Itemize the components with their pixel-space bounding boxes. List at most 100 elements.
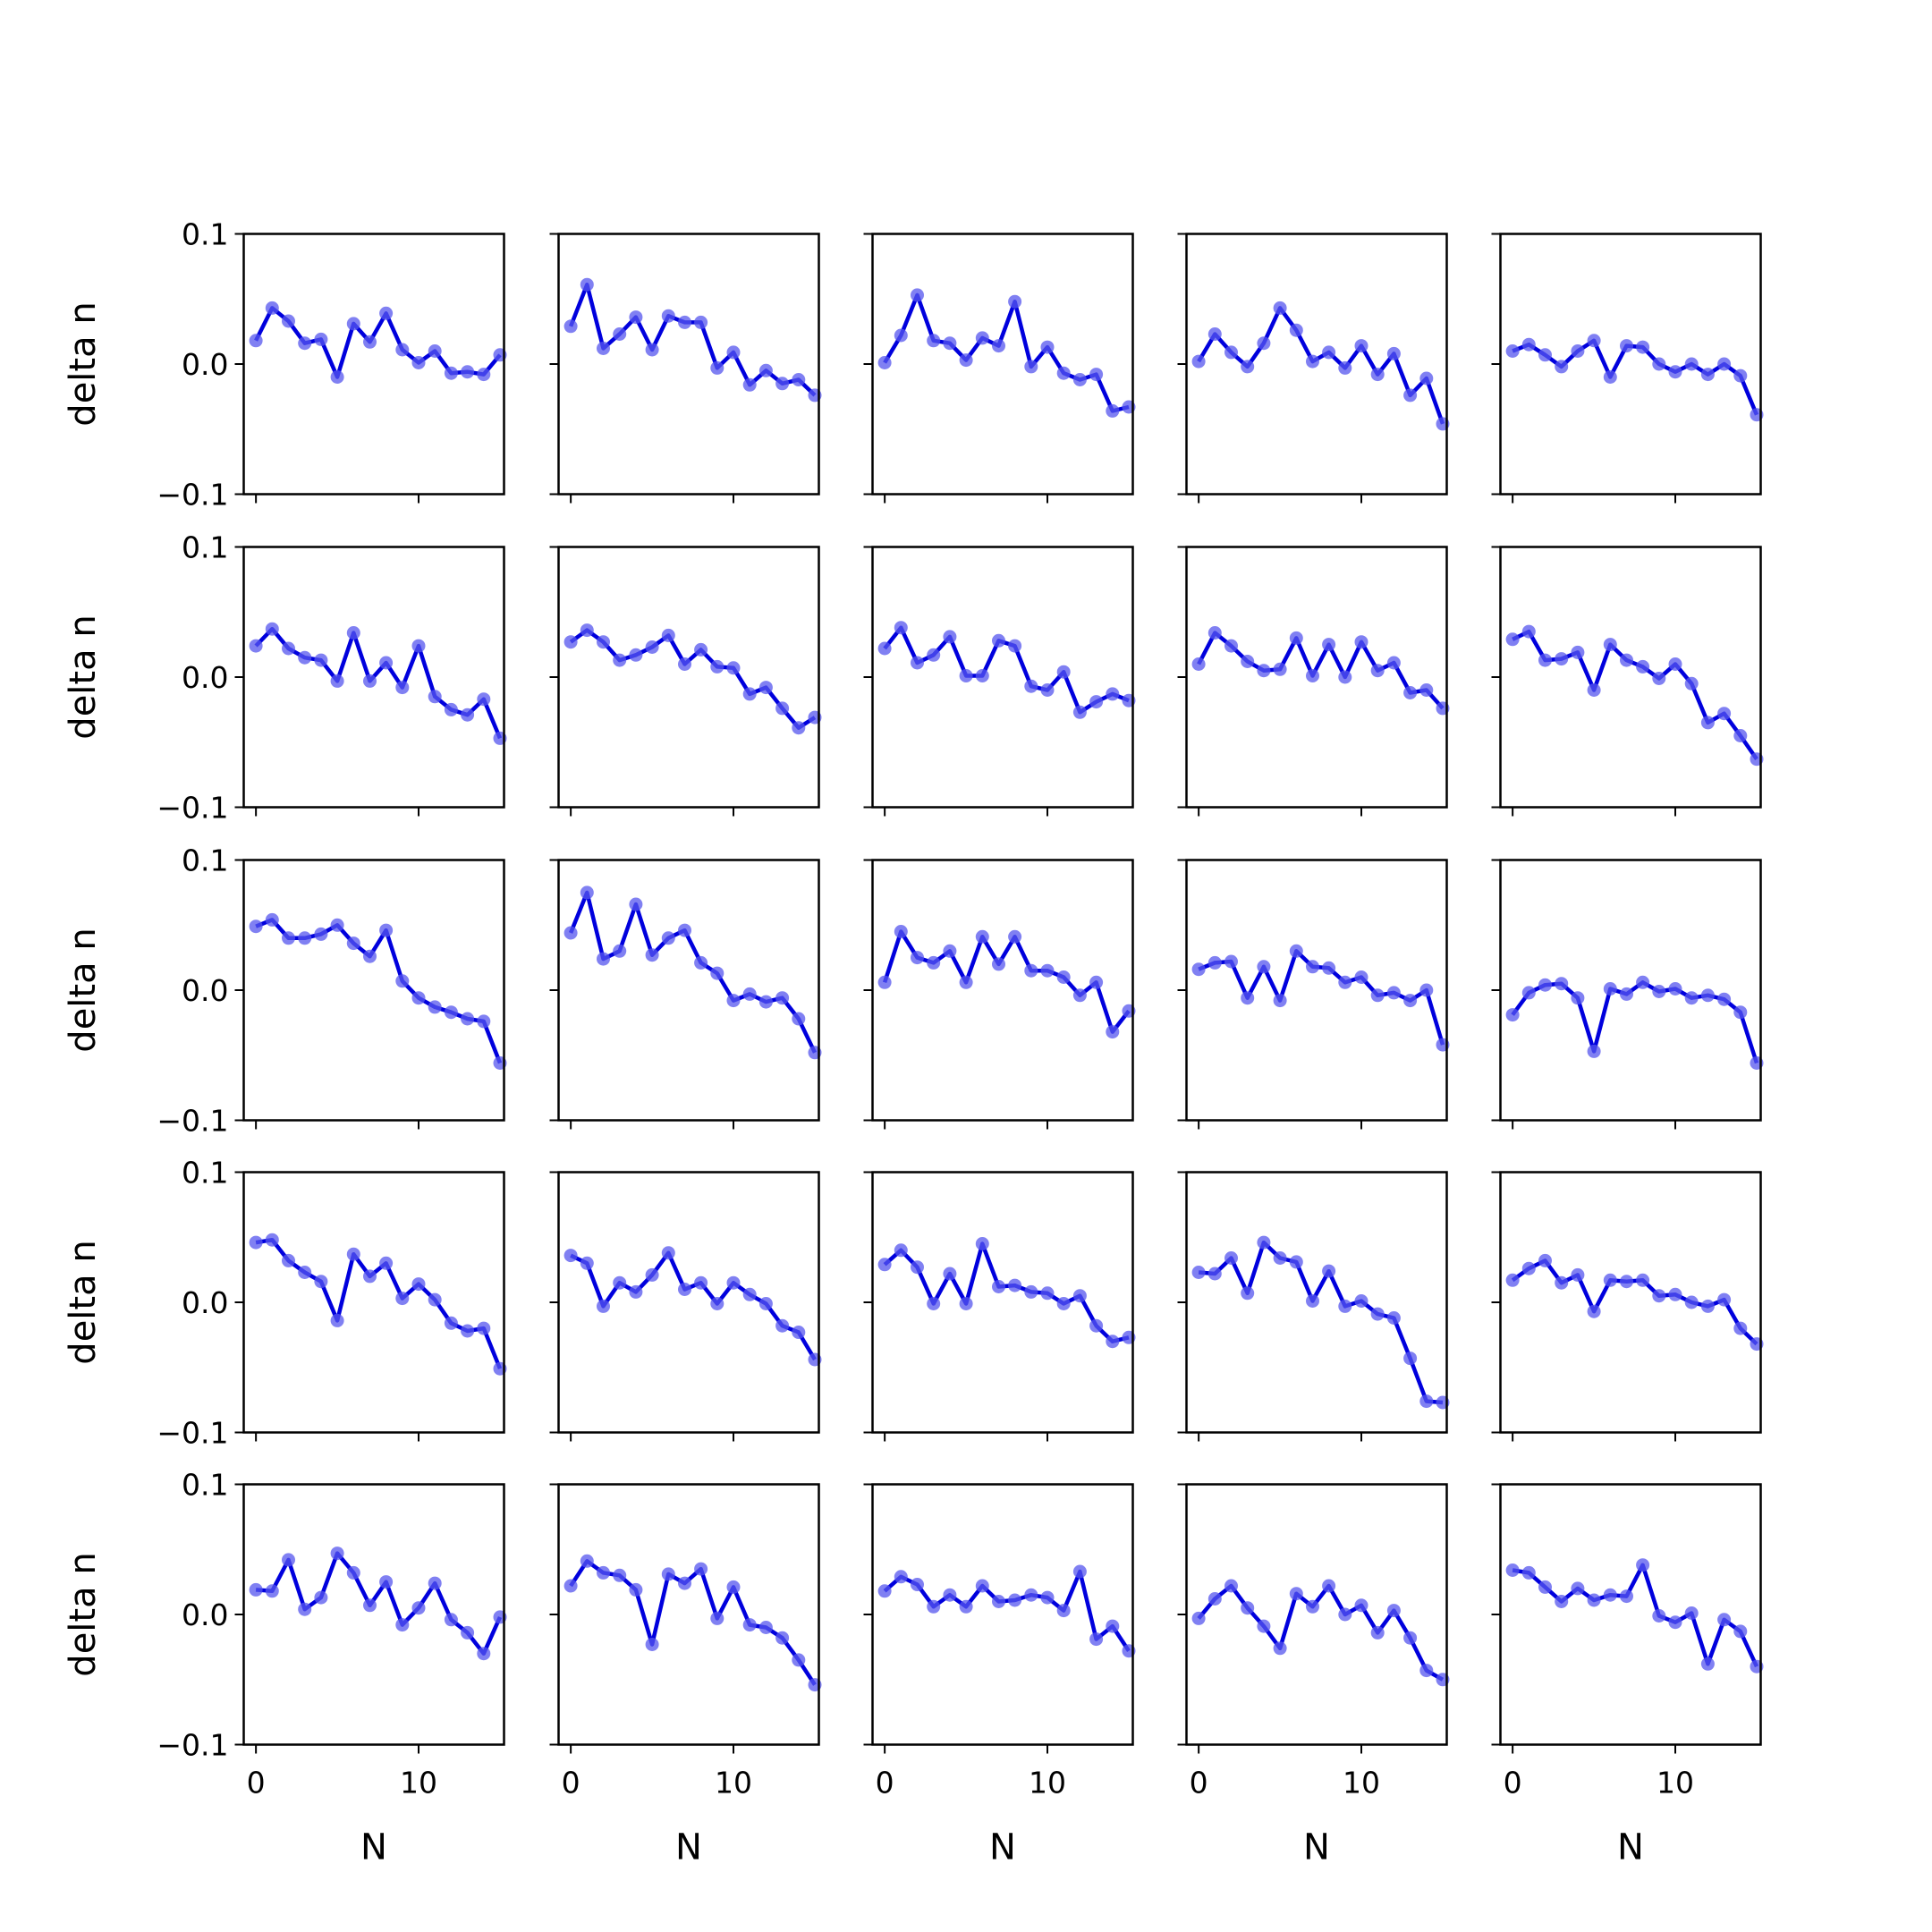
data-point bbox=[975, 1237, 989, 1250]
data-point bbox=[363, 674, 377, 688]
axes-frame bbox=[1499, 1483, 1762, 1746]
data-point bbox=[1106, 403, 1120, 418]
y-tick-label: 0.1 bbox=[182, 1468, 228, 1503]
data-point bbox=[1040, 340, 1055, 354]
data-point bbox=[1684, 1295, 1699, 1309]
data-point bbox=[1403, 994, 1418, 1008]
data-point bbox=[1717, 707, 1732, 721]
data-point bbox=[1555, 652, 1569, 666]
data-point bbox=[330, 370, 344, 384]
data-point bbox=[1603, 982, 1617, 996]
data-point bbox=[265, 622, 279, 636]
data-point bbox=[1521, 337, 1536, 352]
subplot-r4-c2 bbox=[549, 1171, 822, 1442]
data-point bbox=[661, 1246, 675, 1260]
data-point bbox=[959, 1599, 973, 1614]
y-axis-label: delta n bbox=[63, 1552, 104, 1676]
data-point bbox=[742, 377, 757, 392]
subplot-r2-c4 bbox=[1177, 546, 1450, 817]
subplot-r1-c1: 0.1 0.0 −0.1 delta n bbox=[63, 217, 507, 513]
data-point bbox=[894, 328, 908, 343]
data-point bbox=[726, 1580, 741, 1594]
data-point bbox=[678, 923, 691, 937]
x-axis-label: N bbox=[1617, 1827, 1644, 1868]
data-point bbox=[1106, 1619, 1120, 1633]
axes-frame bbox=[871, 1483, 1134, 1746]
x-tick-label: 0 bbox=[562, 1766, 580, 1801]
y-tick-label: 0.0 bbox=[182, 1285, 228, 1320]
data-point bbox=[1386, 346, 1401, 360]
data-point bbox=[1419, 1664, 1434, 1678]
axes-frame bbox=[557, 859, 820, 1122]
data-point bbox=[1652, 985, 1666, 998]
data-point bbox=[894, 1243, 908, 1258]
data-point bbox=[444, 1613, 458, 1627]
y-axis-label: delta n bbox=[63, 928, 104, 1052]
data-point bbox=[1338, 670, 1352, 684]
axes-frame bbox=[242, 1171, 505, 1434]
data-point bbox=[346, 1247, 360, 1261]
data-point bbox=[959, 1297, 973, 1310]
data-point bbox=[1040, 1590, 1055, 1605]
data-point bbox=[1668, 1287, 1682, 1301]
y-tick-label: 0.1 bbox=[182, 530, 228, 565]
series-line bbox=[1198, 949, 1445, 1046]
data-point bbox=[1505, 632, 1520, 647]
data-point bbox=[1241, 991, 1255, 1005]
subplot-grid: 0.1 0.0 −0.1 delta n 0.1 0.0 −0.1 delta n 0.1 0.0… bbox=[63, 217, 1764, 1868]
data-point bbox=[1257, 664, 1271, 678]
axes-frame bbox=[1499, 233, 1762, 496]
subplot-r1-c5 bbox=[1491, 233, 1764, 504]
data-point bbox=[1056, 1297, 1071, 1310]
data-point bbox=[461, 1324, 475, 1338]
data-point bbox=[694, 315, 708, 329]
data-point bbox=[1700, 1657, 1715, 1671]
data-point bbox=[792, 1012, 806, 1026]
data-point bbox=[1538, 1580, 1552, 1594]
data-point bbox=[992, 1280, 1005, 1293]
data-point bbox=[645, 343, 659, 357]
data-point bbox=[1024, 360, 1038, 374]
y-tick-label: 0.0 bbox=[182, 347, 228, 382]
subplot-r2-c3 bbox=[863, 546, 1136, 817]
x-tick-label: 10 bbox=[1657, 1766, 1694, 1801]
data-point bbox=[1056, 1604, 1071, 1618]
data-point bbox=[694, 955, 708, 970]
axes-frame bbox=[242, 546, 505, 809]
data-point bbox=[346, 317, 360, 331]
data-point bbox=[1191, 354, 1206, 369]
data-point bbox=[249, 919, 263, 934]
data-point bbox=[395, 343, 410, 357]
data-point bbox=[564, 1579, 578, 1593]
y-tick-label: 0.0 bbox=[182, 660, 228, 695]
data-point bbox=[877, 975, 892, 989]
data-point bbox=[678, 315, 691, 329]
data-point bbox=[694, 1562, 708, 1576]
subplot-r1-c4 bbox=[1177, 233, 1450, 504]
data-point bbox=[1386, 1604, 1401, 1618]
data-point bbox=[314, 1275, 328, 1289]
data-point bbox=[1505, 344, 1520, 358]
data-point bbox=[1370, 1307, 1385, 1321]
data-point bbox=[580, 623, 594, 638]
data-point bbox=[1603, 638, 1617, 652]
data-point bbox=[580, 886, 594, 900]
data-point bbox=[629, 897, 643, 911]
data-point bbox=[1370, 988, 1385, 1003]
data-point bbox=[1620, 339, 1633, 353]
data-point bbox=[298, 1602, 312, 1616]
axes-frame bbox=[1499, 1171, 1762, 1434]
data-point bbox=[877, 641, 892, 656]
data-point bbox=[1289, 631, 1303, 645]
data-point bbox=[1652, 1609, 1666, 1623]
series-line bbox=[255, 918, 503, 1064]
data-point bbox=[758, 363, 773, 377]
axes-frame bbox=[557, 1483, 820, 1746]
data-point bbox=[645, 1638, 659, 1651]
data-point bbox=[629, 310, 643, 325]
data-point bbox=[314, 653, 328, 667]
data-point bbox=[1403, 1352, 1418, 1366]
data-point bbox=[1191, 1266, 1206, 1279]
axes-frame bbox=[871, 1171, 1134, 1434]
